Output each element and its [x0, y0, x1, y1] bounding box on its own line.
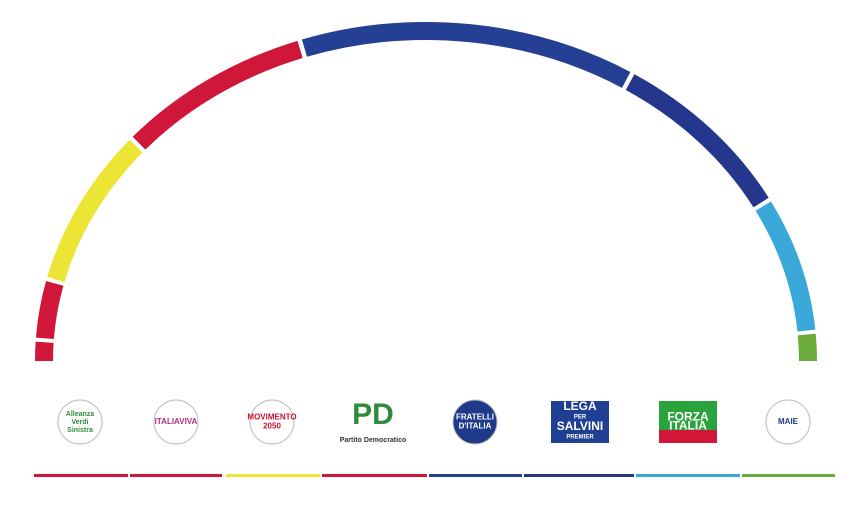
logo-text: PD [352, 398, 394, 431]
party-logo: ITALIAVIVA [153, 399, 199, 445]
logo-stripe [659, 430, 717, 443]
color-bar [636, 474, 740, 477]
logo-text: MOVIMENTO [247, 413, 296, 422]
logo-badge [249, 399, 295, 445]
logo-badge [765, 399, 811, 445]
seat-segment [35, 280, 64, 340]
logo-badge [57, 399, 103, 445]
logo-text: Verdi [71, 419, 88, 426]
logo-text: 2050 [263, 422, 281, 431]
seat-segment [797, 333, 817, 362]
color-bar [34, 474, 128, 477]
color-bar [742, 474, 835, 477]
logo-badge [452, 399, 498, 445]
logo-text: FRATELLI [456, 413, 494, 422]
color-bar [226, 474, 320, 477]
color-bar [429, 474, 522, 477]
seat-segment [35, 341, 54, 362]
seat-segment [301, 22, 631, 88]
logo-text: Partito Democratico [340, 437, 407, 444]
logo-text: LEGA [563, 399, 597, 413]
logo-text: ITALIAVIVA [155, 417, 198, 426]
logo-text: PER [574, 415, 587, 421]
logo-text: Alleanza [66, 411, 95, 418]
logo-text: SALVINI [557, 419, 603, 433]
logo-text: D'ITALIA [459, 422, 492, 431]
color-bar [524, 474, 634, 477]
logo-text: ITALIA [669, 419, 707, 433]
logo-text: FORZA [667, 410, 709, 424]
seat-segment [625, 74, 769, 208]
logo-text: PREMIER [566, 435, 594, 441]
seat-segment [47, 139, 143, 283]
color-bar [322, 474, 427, 477]
party-logo: MAIE [765, 399, 811, 445]
seat-segment [132, 40, 303, 150]
color-bar [130, 474, 222, 477]
logo-badge [551, 401, 609, 443]
seat-segment [755, 201, 816, 332]
logo-badge [153, 399, 199, 445]
logo-text: Sinistra [67, 427, 93, 434]
party-logo: PD Partito Democratico [340, 398, 407, 444]
logo-text: MAIE [778, 417, 799, 426]
